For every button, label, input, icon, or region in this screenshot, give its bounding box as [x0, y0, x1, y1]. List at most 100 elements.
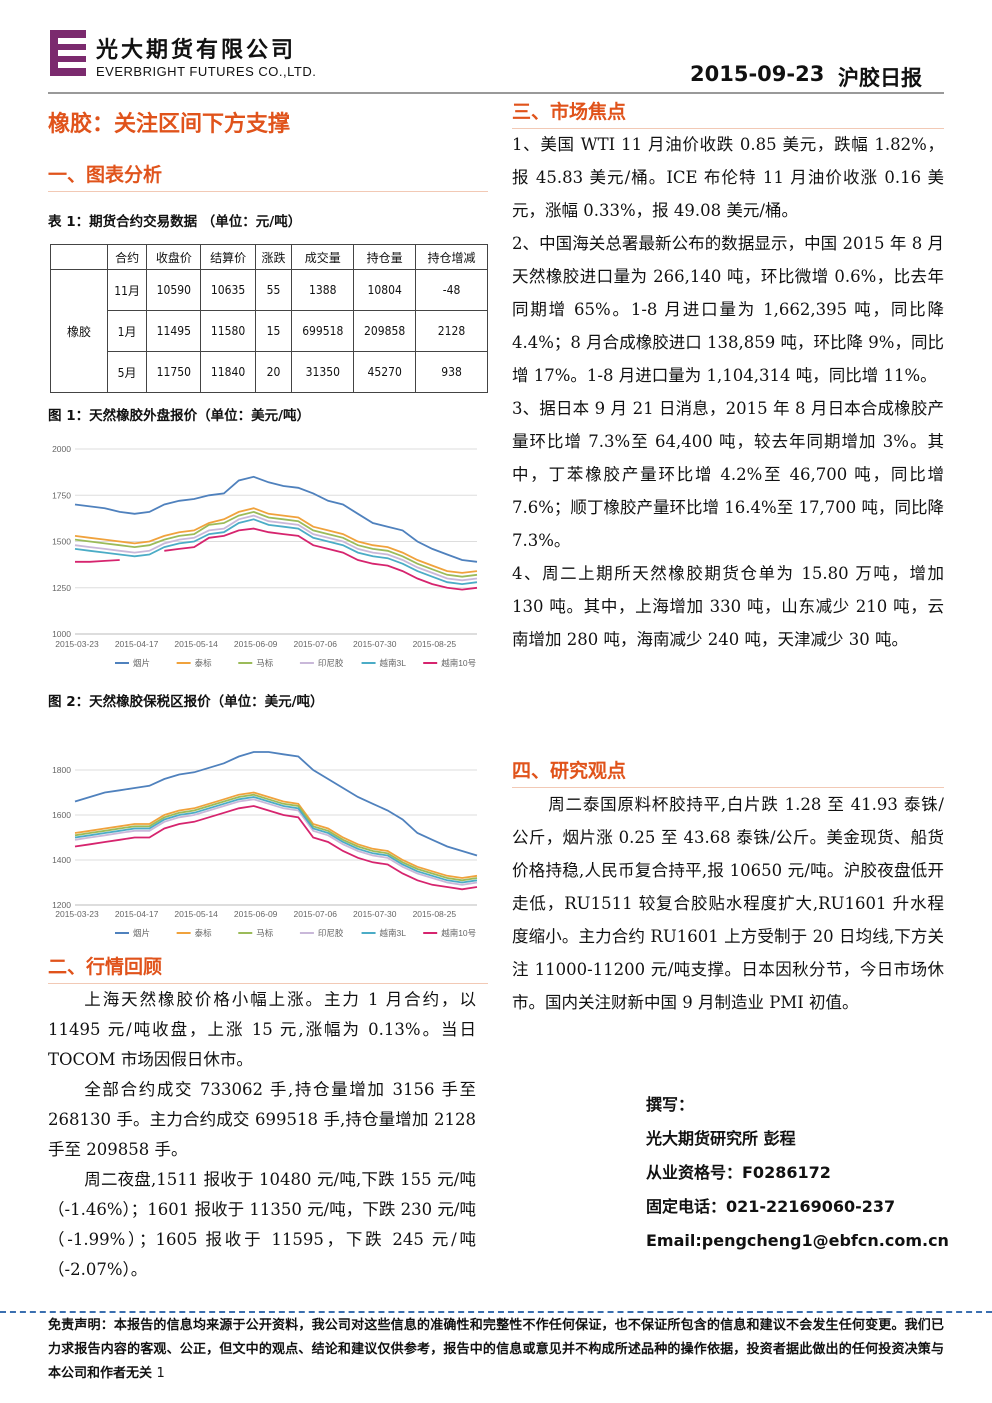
table-cell: -48: [415, 269, 488, 311]
x-tick-label: 2015-07-30: [353, 909, 397, 919]
paragraph: 1、美国 WTI 11 月油价收跌 0.85 美元，跌幅 1.82%，报 45.…: [512, 135, 944, 220]
paragraph: 4、周二上期所天然橡胶期货仓单为 15.80 万吨，增加 130 吨。其中，上海…: [512, 564, 944, 649]
table-cell: 1月: [106, 310, 148, 352]
chart: 1000 1250 1500 1750 2000 2015-03-23 2015-04-17…: [52, 444, 478, 668]
table-cell: 11580: [200, 310, 256, 352]
table-cell: 11750: [146, 351, 202, 393]
chart-title: 图 1：天然橡胶外盘报价（单位：美元/吨）: [48, 408, 311, 424]
table-cell: 45270: [353, 351, 417, 393]
x-tick-label: 2015-05-14: [174, 639, 218, 649]
header-rule: [48, 92, 944, 94]
paragraph: 3、据日本 9 月 21 日消息，2015 年 8 月日本合成橡胶产量环比增 7…: [512, 399, 944, 550]
x-tick-label: 2015-07-06: [293, 639, 337, 649]
series-line: [74, 805, 478, 891]
company-name-en: EVERBRIGHT FUTURES CO.,LTD.: [96, 64, 317, 79]
x-tick-label: 2015-04-17: [115, 639, 159, 649]
y-tick-label: 1500: [52, 537, 71, 547]
x-tick-label: 2015-08-25: [413, 639, 457, 649]
footer-rule: [0, 1311, 992, 1313]
x-tick-label: 2015-03-23: [55, 639, 99, 649]
section-heading: 一、图表分析: [48, 160, 488, 192]
author-line: 光大期货研究所 彭程: [646, 1129, 796, 1148]
section-heading: 四、研究观点: [512, 756, 944, 788]
table-cell: 20: [254, 351, 293, 393]
author-line: 固定电话：021-22169060-237: [646, 1197, 896, 1216]
legend-label: 烟片: [133, 658, 150, 668]
legend-label: 马标: [256, 658, 274, 668]
disclaimer-text: 免责声明：本报告的信息均来源于公开资料，我公司对这些信息的准确性和完整性不作任何…: [48, 1318, 944, 1381]
table-cell: 5月: [106, 351, 148, 393]
table-cell: 10635: [200, 269, 256, 311]
table-cell: 31350: [291, 351, 355, 393]
paragraph: 周二夜盘,1511 报收于 10480 元/吨,下跌 155 元/吨（-1.46…: [48, 1170, 476, 1279]
data-table: 合约 收盘价 结算价 涨跌 成交量 持仓量 持仓增减 橡胶 11月 10590 …: [50, 244, 488, 393]
x-tick-label: 2015-08-25: [413, 909, 457, 919]
section-heading: 二、行情回顾: [48, 952, 488, 984]
table-header: 收盘价: [146, 244, 202, 270]
legend-label: 泰标: [195, 658, 213, 668]
legend-label: 越南3L: [380, 928, 407, 938]
table-product: 橡胶: [50, 269, 108, 393]
y-tick-label: 1800: [52, 765, 71, 775]
author-block: 撰写： 光大期货研究所 彭程 从业资格号：F0286172 固定电话：021-2…: [646, 1088, 949, 1258]
legend-label: 印尼胶: [318, 658, 344, 668]
paragraph: 上海天然橡胶价格小幅上涨。主力 1 月合约，以 11495 元/吨收盘，上涨 1…: [48, 990, 476, 1069]
series-line: [74, 518, 478, 586]
y-tick-label: 1250: [52, 583, 71, 593]
x-tick-label: 2015-04-17: [115, 909, 159, 919]
table-cell: 10804: [353, 269, 417, 311]
market-body: 1、美国 WTI 11 月油价收跌 0.85 美元，跌幅 1.82%，报 45.…: [512, 128, 944, 656]
disclaimer: 免责声明：本报告的信息均来源于公开资料，我公司对这些信息的准确性和完整性不作任何…: [48, 1314, 944, 1386]
series-line: [74, 507, 478, 574]
series-line: [74, 510, 478, 578]
series-line: [74, 514, 478, 582]
chart: 1200 1400 1600 1800 2015-03-23 2015-04-17 2015…: [52, 751, 478, 938]
y-tick-label: 1400: [52, 855, 71, 865]
table-corner: [50, 244, 108, 270]
table-cell: 11840: [200, 351, 256, 393]
series-line: [74, 798, 478, 886]
y-tick-label: 1600: [52, 810, 71, 820]
series-line: [164, 527, 478, 591]
chart-title: 图 2：天然橡胶保税区报价（单位：美元/吨）: [48, 694, 324, 710]
table-header: 持仓量: [353, 244, 417, 270]
paragraph: 2、中国海关总署最新公布的数据显示，中国 2015 年 8 月天然橡胶进口量为 …: [512, 234, 944, 385]
company-name: 光大期货有限公司: [96, 38, 297, 63]
table-cell: 10590: [146, 269, 202, 311]
table-header: 涨跌: [254, 244, 293, 270]
x-tick-label: 2015-07-30: [353, 639, 397, 649]
section-heading: 三、市场焦点: [512, 97, 944, 129]
y-tick-label: 1200: [52, 900, 71, 910]
paragraph: 全部合约成交 733062 手,持仓量增加 3156 手至 268130 手。主…: [48, 1080, 476, 1159]
table-cell: 15: [254, 310, 293, 352]
series-line: [74, 751, 478, 857]
x-tick-label: 2015-06-09: [234, 909, 278, 919]
table-cell: 2128: [415, 310, 488, 352]
table-caption: 表 1：期货合约交易数据 （单位：元/吨）: [48, 214, 302, 230]
table-cell: 55: [254, 269, 293, 311]
x-tick-label: 2015-06-09: [234, 639, 278, 649]
legend-label: 印尼胶: [318, 928, 344, 938]
opinion-body: 周二泰国原料杯胶持平,白片跌 1.28 至 41.93 泰铢/公斤，烟片涨 0.…: [512, 788, 944, 1019]
legend-label: 马标: [256, 928, 274, 938]
table-header: 合约: [106, 244, 148, 270]
table-cell: 699518: [291, 310, 355, 352]
table-cell: 11495: [146, 310, 202, 352]
y-tick-label: 2000: [52, 444, 71, 454]
table-header: 持仓增减: [415, 244, 488, 270]
paragraph: 周二泰国原料杯胶持平,白片跌 1.28 至 41.93 泰铢/公斤，烟片涨 0.…: [512, 795, 944, 1012]
legend-label: 越南10号: [441, 928, 476, 938]
legend-label: 越南3L: [380, 658, 407, 668]
series-line: [74, 475, 478, 563]
author-line: Email:pengcheng1@ebfcn.com.cn: [646, 1231, 949, 1250]
x-tick-label: 2015-05-14: [174, 909, 218, 919]
report-name: 沪胶日报: [838, 66, 922, 90]
y-tick-label: 1750: [52, 490, 71, 500]
report-title: 橡胶：关注区间下方支撑: [48, 112, 291, 137]
table-cell: 938: [415, 351, 488, 393]
page-number: 1: [156, 1366, 165, 1381]
table-header: 结算价: [200, 244, 256, 270]
table-cell: 11月: [106, 269, 148, 311]
author-line: 从业资格号：F0286172: [646, 1163, 831, 1182]
